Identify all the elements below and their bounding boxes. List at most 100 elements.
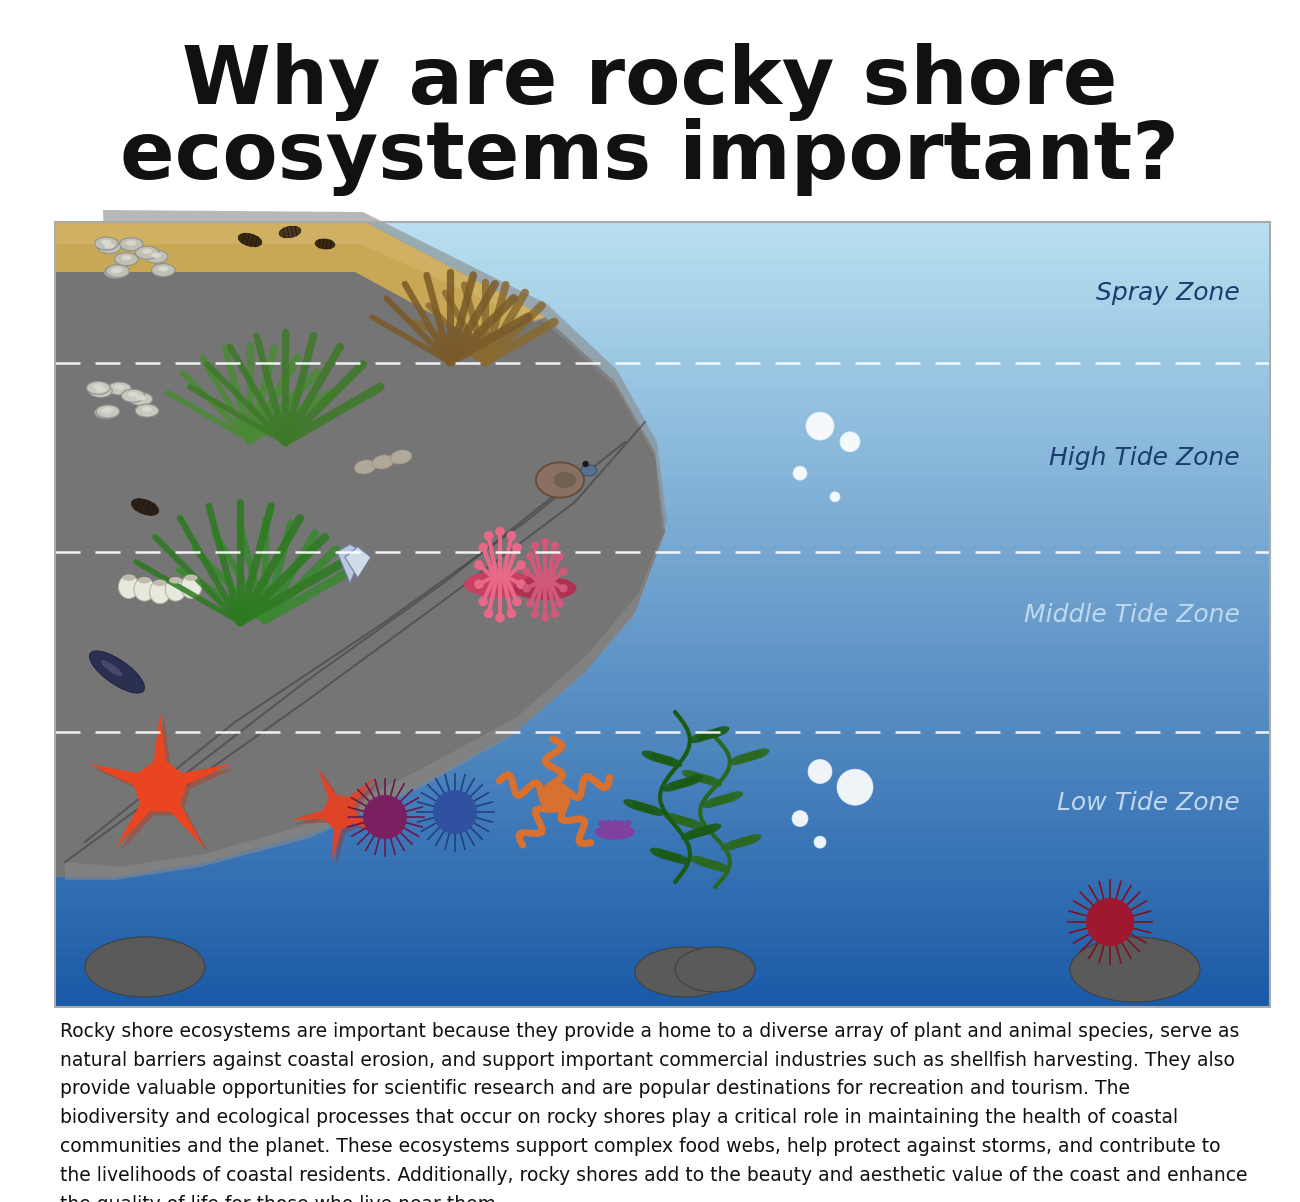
Bar xyxy=(55,231,1270,242)
Bar xyxy=(55,377,1270,388)
Bar xyxy=(55,554,1270,565)
Bar xyxy=(55,358,1270,369)
Ellipse shape xyxy=(121,255,131,261)
Ellipse shape xyxy=(697,728,722,740)
Ellipse shape xyxy=(680,817,703,829)
Ellipse shape xyxy=(135,395,146,400)
Ellipse shape xyxy=(280,226,300,238)
Ellipse shape xyxy=(111,268,121,273)
Bar xyxy=(55,633,1270,644)
Circle shape xyxy=(363,795,407,839)
Bar xyxy=(55,388,1270,399)
Ellipse shape xyxy=(536,463,584,498)
Polygon shape xyxy=(92,716,235,852)
Text: High Tide Zone: High Tide Zone xyxy=(1049,446,1240,470)
Bar xyxy=(55,486,1270,496)
Ellipse shape xyxy=(95,237,118,250)
Ellipse shape xyxy=(159,266,169,272)
Polygon shape xyxy=(55,222,666,1007)
Circle shape xyxy=(147,774,173,801)
Bar xyxy=(55,653,1270,664)
Circle shape xyxy=(484,531,493,541)
Circle shape xyxy=(551,542,559,551)
Circle shape xyxy=(530,609,540,618)
Bar xyxy=(55,928,1270,939)
Ellipse shape xyxy=(729,837,753,849)
Bar xyxy=(55,240,1270,251)
Circle shape xyxy=(484,608,493,618)
Circle shape xyxy=(814,837,826,849)
Circle shape xyxy=(806,412,835,440)
Bar xyxy=(55,947,1270,958)
Circle shape xyxy=(495,613,504,623)
Ellipse shape xyxy=(104,243,114,249)
Ellipse shape xyxy=(634,947,734,996)
Circle shape xyxy=(604,820,612,827)
Circle shape xyxy=(516,560,526,570)
Circle shape xyxy=(523,584,530,593)
Bar xyxy=(55,839,1270,850)
Circle shape xyxy=(474,560,484,570)
Bar xyxy=(55,731,1270,742)
Bar xyxy=(55,329,1270,340)
Circle shape xyxy=(530,542,540,551)
Ellipse shape xyxy=(315,239,335,249)
Ellipse shape xyxy=(118,575,139,599)
Ellipse shape xyxy=(672,815,696,827)
Ellipse shape xyxy=(681,769,706,781)
Ellipse shape xyxy=(129,393,152,405)
Ellipse shape xyxy=(101,409,112,413)
Ellipse shape xyxy=(142,406,152,412)
Bar xyxy=(55,261,1270,272)
Bar xyxy=(55,349,1270,359)
Bar xyxy=(55,525,1270,536)
Circle shape xyxy=(474,579,484,589)
Ellipse shape xyxy=(554,472,576,488)
Bar xyxy=(55,662,1270,673)
Ellipse shape xyxy=(707,861,731,873)
Circle shape xyxy=(332,803,348,821)
Bar xyxy=(55,447,1270,458)
Ellipse shape xyxy=(88,385,112,398)
Bar xyxy=(55,683,1270,694)
Bar xyxy=(55,545,1270,555)
Ellipse shape xyxy=(702,796,727,808)
Ellipse shape xyxy=(737,834,762,846)
Ellipse shape xyxy=(108,382,131,395)
Bar xyxy=(55,222,1270,1007)
Bar xyxy=(55,594,1270,605)
Circle shape xyxy=(545,786,566,808)
Bar xyxy=(55,290,1270,300)
Polygon shape xyxy=(295,772,389,865)
Ellipse shape xyxy=(689,731,712,743)
Bar xyxy=(55,987,1270,998)
Bar xyxy=(55,790,1270,801)
Ellipse shape xyxy=(238,233,261,246)
Bar xyxy=(55,535,1270,546)
Ellipse shape xyxy=(94,383,104,389)
Circle shape xyxy=(837,769,874,805)
Bar xyxy=(55,770,1270,781)
Circle shape xyxy=(478,596,488,606)
Bar xyxy=(55,466,1270,477)
Ellipse shape xyxy=(1070,938,1200,1002)
Bar xyxy=(55,476,1270,487)
Ellipse shape xyxy=(642,750,666,762)
Bar xyxy=(55,780,1270,791)
Bar xyxy=(55,801,1270,811)
Ellipse shape xyxy=(354,460,376,474)
Bar xyxy=(55,702,1270,713)
Ellipse shape xyxy=(84,938,205,996)
Circle shape xyxy=(612,820,619,827)
Ellipse shape xyxy=(169,577,182,583)
Ellipse shape xyxy=(722,839,745,851)
Polygon shape xyxy=(55,222,545,322)
Polygon shape xyxy=(65,210,667,880)
Ellipse shape xyxy=(706,726,729,738)
Bar xyxy=(55,888,1270,899)
Circle shape xyxy=(559,567,568,576)
Ellipse shape xyxy=(689,826,712,838)
Bar xyxy=(55,908,1270,918)
Circle shape xyxy=(507,531,516,541)
Bar xyxy=(55,299,1270,310)
